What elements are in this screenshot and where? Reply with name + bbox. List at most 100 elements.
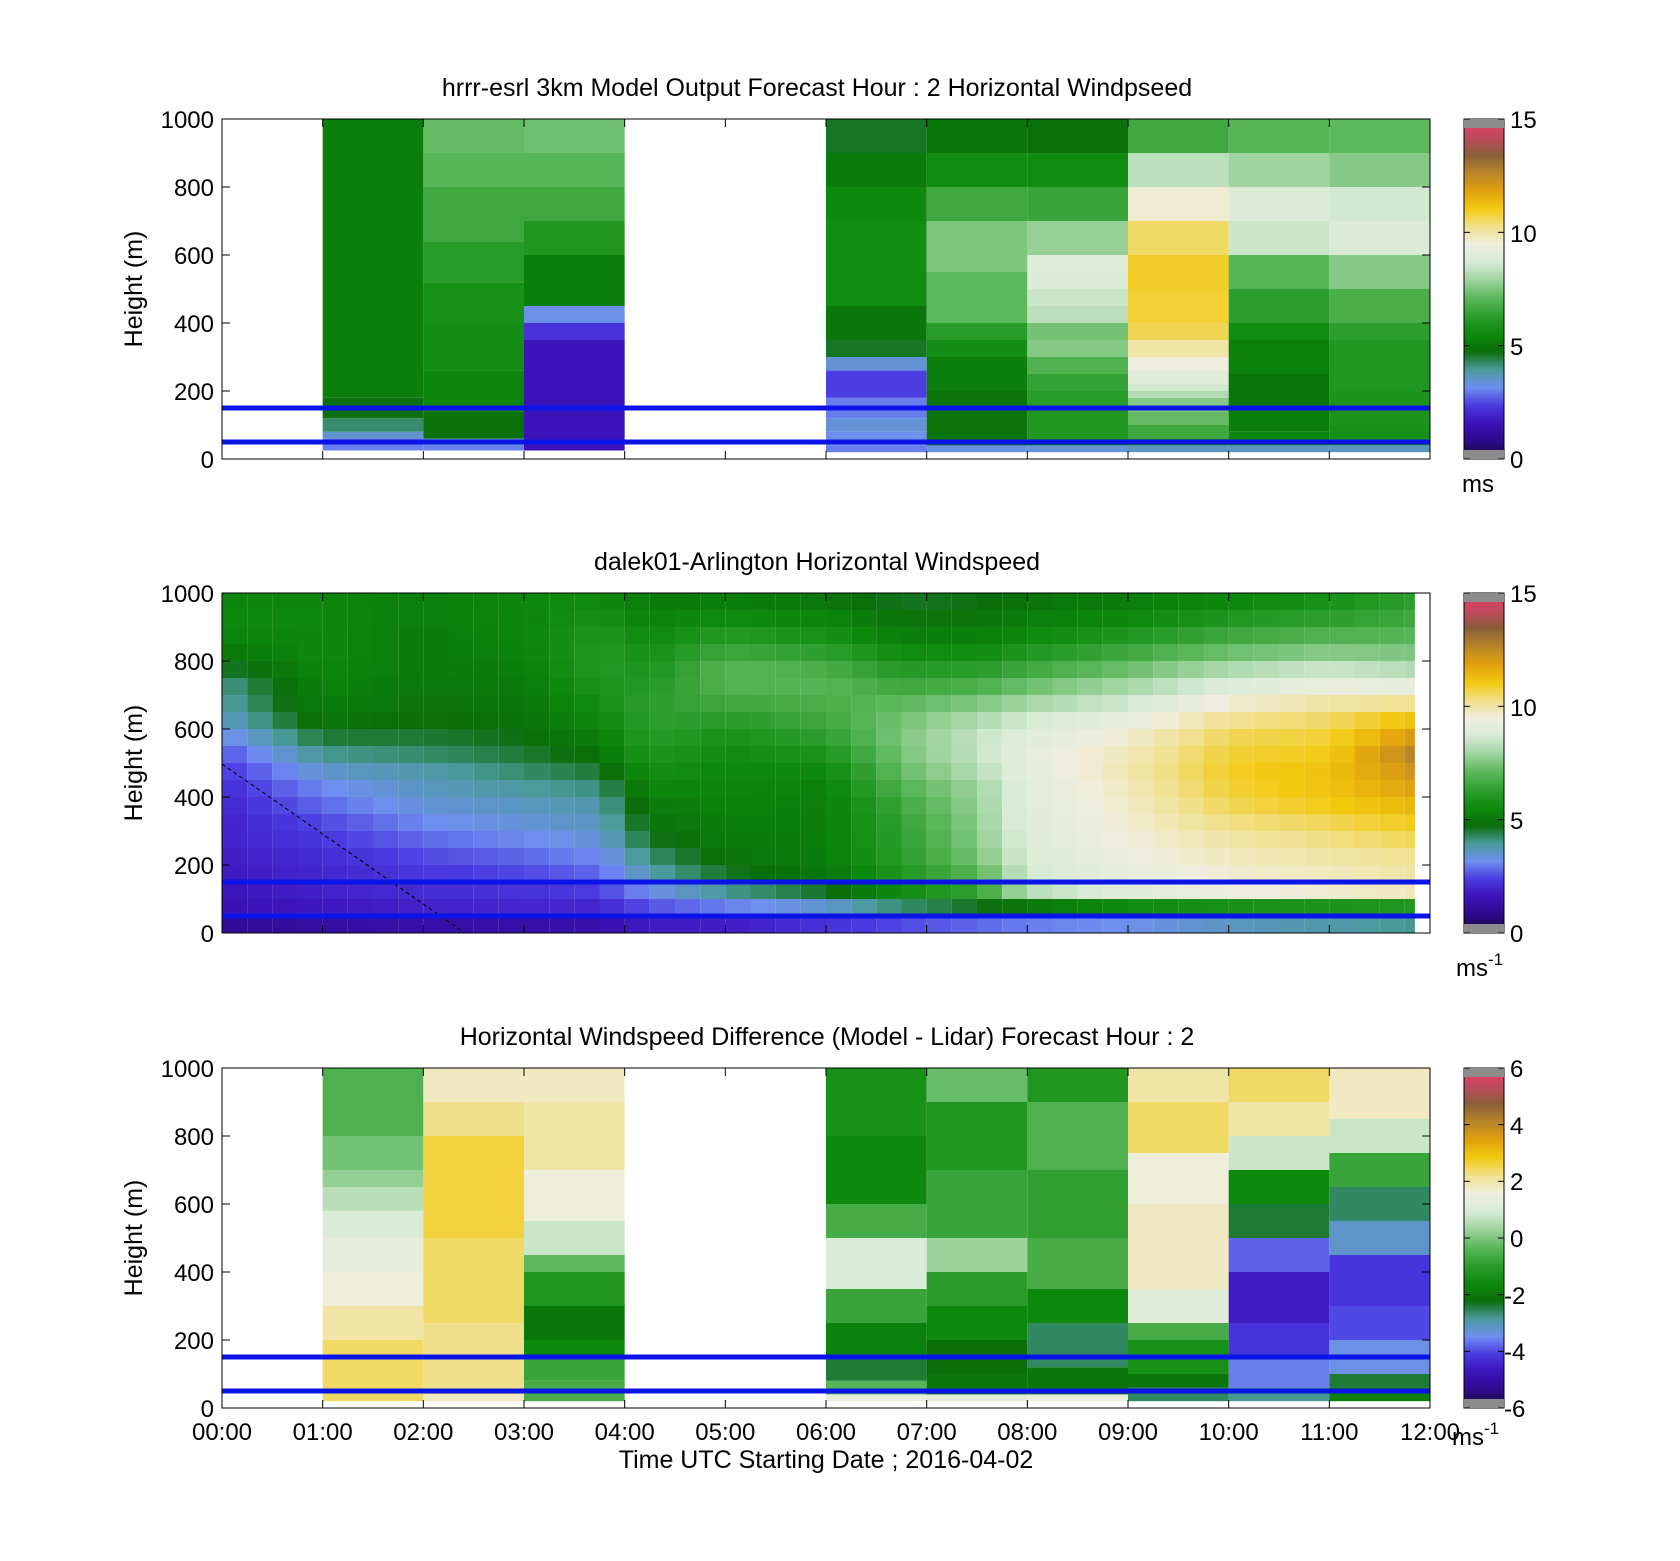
- heatmap-cell: [775, 865, 801, 882]
- heatmap-cell: [1128, 119, 1229, 153]
- heatmap-cell: [297, 780, 323, 797]
- heatmap-cell: [1027, 272, 1128, 289]
- heatmap-cell: [1027, 729, 1053, 746]
- heatmap-cell: [1153, 644, 1179, 661]
- heatmap-cell: [1329, 323, 1430, 340]
- heatmap-cell: [1379, 916, 1405, 933]
- heatmap-cell: [498, 865, 524, 882]
- heatmap-cell: [1253, 695, 1279, 712]
- heatmap-cell: [901, 678, 927, 695]
- heatmap-cell: [448, 916, 474, 933]
- heatmap-cell: [1404, 729, 1415, 746]
- heatmap-cell: [1253, 712, 1279, 729]
- heatmap-cell: [1354, 882, 1380, 899]
- heatmap-cell: [1404, 831, 1415, 848]
- heatmap-cell: [599, 780, 625, 797]
- heatmap-cell: [750, 746, 776, 763]
- heatmap-cell: [599, 729, 625, 746]
- heatmap-cell: [1027, 814, 1053, 831]
- heatmap-cell: [448, 865, 474, 882]
- heatmap-cell: [1304, 865, 1330, 882]
- heatmap-cell: [373, 831, 399, 848]
- heatmap-cell: [750, 661, 776, 678]
- heatmap-cell: [1027, 323, 1128, 340]
- heatmap-cell: [1153, 593, 1179, 610]
- heatmap-cell: [473, 678, 499, 695]
- heatmap-cell: [1279, 780, 1305, 797]
- heatmap-cell: [1002, 712, 1028, 729]
- heatmap-cell: [1404, 780, 1415, 797]
- heatmap-cell: [624, 712, 650, 729]
- heatmap-cell: [498, 610, 524, 627]
- heatmap-cell: [700, 712, 726, 729]
- heatmap-cell: [1128, 221, 1229, 255]
- heatmap-cell: [1027, 255, 1128, 272]
- heatmap-cell: [775, 661, 801, 678]
- heatmap-cell: [322, 916, 348, 933]
- heatmap-cell: [423, 153, 524, 187]
- x-axis-label: Time UTC Starting Date ; 2016-04-02: [619, 1446, 1034, 1474]
- colorbar-unit-exponent: -1: [1488, 950, 1503, 969]
- colorbar-tick-label: -4: [1504, 1339, 1525, 1366]
- heatmap-cell: [1379, 593, 1405, 610]
- heatmap-cell: [750, 882, 776, 899]
- heatmap-cell: [1102, 780, 1128, 797]
- heatmap-cell: [1077, 916, 1103, 933]
- heatmap-cell: [876, 899, 902, 916]
- heatmap-cell: [1279, 797, 1305, 814]
- heatmap-cell: [951, 916, 977, 933]
- colorbar-tick-label: -2: [1504, 1283, 1525, 1310]
- heatmap-cell: [775, 831, 801, 848]
- heatmap-cell: [1027, 289, 1128, 306]
- heatmap-cell: [1354, 678, 1380, 695]
- heatmap-cell: [775, 780, 801, 797]
- heatmap-cell: [1404, 916, 1415, 933]
- heatmap-cell: [1203, 678, 1229, 695]
- heatmap-cell: [926, 695, 952, 712]
- heatmap-cell: [448, 831, 474, 848]
- heatmap-cell: [398, 593, 424, 610]
- heatmap-cell: [247, 797, 273, 814]
- heatmap-cell: [649, 678, 675, 695]
- heatmap-cell: [247, 848, 273, 865]
- y-tick-label: 400: [174, 785, 214, 812]
- heatmap-cell: [1279, 763, 1305, 780]
- heatmap-cell: [322, 1306, 424, 1340]
- heatmap-cell: [1128, 593, 1154, 610]
- heatmap-cell: [649, 695, 675, 712]
- heatmap-cell: [347, 814, 373, 831]
- heatmap-cell: [649, 610, 675, 627]
- heatmap-cell: [700, 814, 726, 831]
- heatmap-cell: [272, 848, 298, 865]
- heatmap-cell: [1027, 374, 1128, 391]
- heatmap-cell: [1329, 1255, 1430, 1306]
- colorbar-unit-base: ms: [1456, 955, 1488, 982]
- heatmap-cell: [574, 865, 600, 882]
- heatmap-cell: [423, 746, 449, 763]
- heatmap-cell: [926, 661, 952, 678]
- heatmap-cell: [1178, 729, 1204, 746]
- x-tick-label: 04:00: [595, 1419, 655, 1446]
- heatmap-cell: [1002, 627, 1028, 644]
- heatmap-cell: [1228, 1323, 1330, 1357]
- heatmap-cell: [1102, 763, 1128, 780]
- heatmap-cell: [423, 411, 524, 439]
- heatmap-cell: [1279, 814, 1305, 831]
- colorbar-unit: ms: [1462, 471, 1494, 498]
- heatmap-cell: [1329, 445, 1430, 453]
- heatmap-cell: [1027, 712, 1053, 729]
- heatmap-cell: [1153, 916, 1179, 933]
- heatmap-cell: [1203, 899, 1229, 916]
- heatmap-cell: [272, 865, 298, 882]
- heatmap-cell: [1228, 340, 1330, 374]
- heatmap-cell: [1329, 780, 1355, 797]
- heatmap-cell: [775, 678, 801, 695]
- heatmap-cell: [1128, 255, 1229, 289]
- heatmap-cell: [1178, 882, 1204, 899]
- heatmap-cell: [725, 644, 751, 661]
- colorbar-tick-label: 15: [1510, 581, 1537, 608]
- heatmap-cell: [750, 644, 776, 661]
- heatmap-cell: [398, 644, 424, 661]
- heatmap-cell: [1253, 593, 1279, 610]
